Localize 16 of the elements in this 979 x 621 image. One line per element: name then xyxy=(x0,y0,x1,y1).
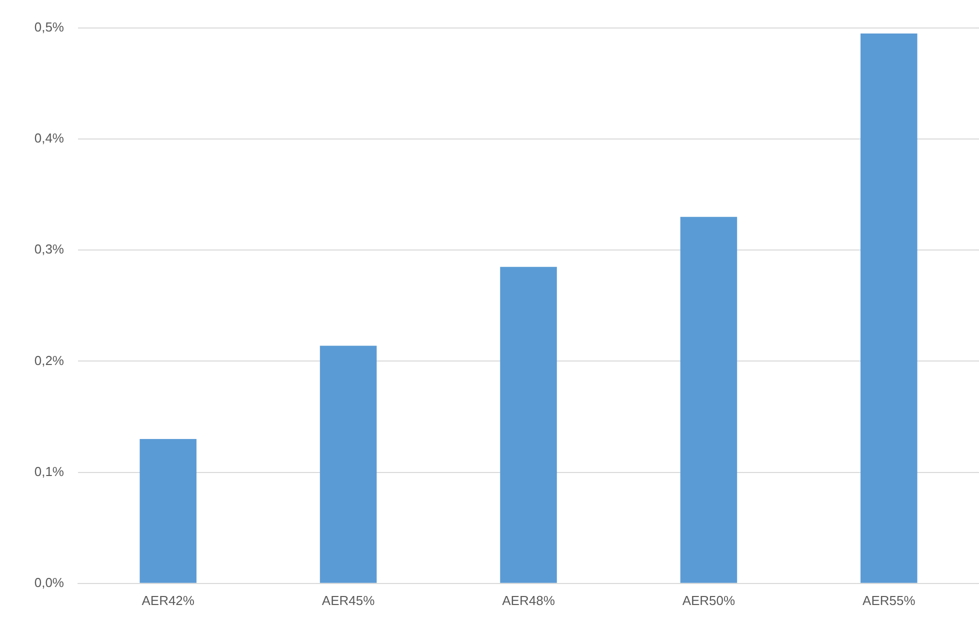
x-tick-label: AER48% xyxy=(502,592,556,608)
y-tick-label: 0,3% xyxy=(34,242,64,257)
bar xyxy=(500,266,557,583)
bar xyxy=(320,346,377,583)
bar xyxy=(140,438,196,583)
y-tick-label: 0,5% xyxy=(34,20,64,35)
x-tick-label: AER42% xyxy=(142,592,195,608)
y-tick-label: 0,4% xyxy=(34,130,64,146)
y-tick-label: 0,2% xyxy=(34,352,64,368)
y-tick-label: 0,1% xyxy=(34,464,64,479)
x-tick-label: AER45% xyxy=(322,592,376,608)
y-tick-label: 0,0% xyxy=(34,574,64,590)
x-tick-label: AER50% xyxy=(682,592,736,608)
x-tick-label: AER55% xyxy=(862,592,916,608)
bar xyxy=(680,216,738,583)
bar xyxy=(860,34,918,583)
